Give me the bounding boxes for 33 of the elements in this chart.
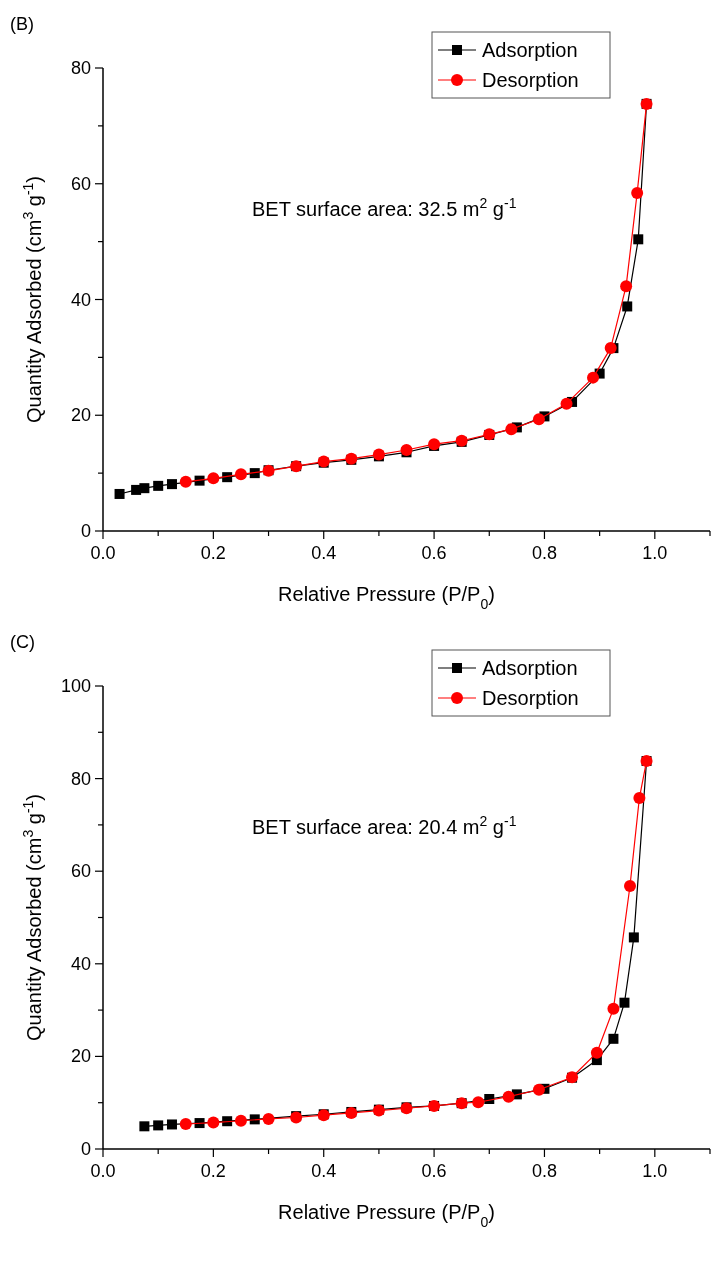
x-tick-label: 0.0: [90, 1161, 116, 1181]
y-tick-label: 60: [70, 173, 91, 194]
y-tick-label: 0: [80, 1139, 91, 1159]
x-tick-label: 0.6: [421, 1161, 447, 1181]
x-tick-label: 1.0: [642, 543, 668, 563]
chart-title: (B): [10, 14, 34, 34]
y-tick-label: 40: [70, 953, 91, 974]
chart-title: (C): [10, 632, 35, 652]
x-tick-label: 0.0: [90, 543, 116, 563]
x-tick-label: 1.0: [642, 1161, 668, 1181]
y-tick-label: 40: [70, 289, 91, 310]
x-axis-title: Relative Pressure (P/P$_{0}$): [278, 1201, 495, 1230]
y-tick-label: 80: [70, 768, 91, 789]
x-axis-title: Relative Pressure (P/P$_{0}$): [278, 583, 495, 612]
legend-label: Desorption: [482, 687, 579, 709]
y-tick-label: 60: [70, 861, 91, 882]
y-tick-label: 80: [70, 58, 91, 78]
x-tick-label: 0.6: [421, 543, 447, 563]
y-tick-label: 20: [70, 1046, 91, 1067]
y-tick-label: 100: [60, 676, 91, 696]
x-tick-label: 0.2: [200, 1161, 226, 1181]
x-tick-label: 0.4: [311, 543, 337, 563]
x-tick-label: 0.8: [531, 543, 557, 563]
annotation: BET surface area: 20.4 m$^{2}$ g$^{-1}$: [251, 813, 517, 839]
legend-label: Adsorption: [482, 39, 578, 61]
legend-label: Adsorption: [482, 657, 578, 679]
y-tick-label: 20: [70, 405, 91, 426]
y-tick-label: 0: [80, 521, 91, 541]
x-tick-label: 0.4: [311, 1161, 337, 1181]
x-tick-label: 0.8: [531, 1161, 557, 1181]
legend-label: Desorption: [482, 69, 579, 91]
annotation: BET surface area: 32.5 m$^{2}$ g$^{-1}$: [251, 195, 517, 221]
x-tick-label: 0.2: [200, 543, 226, 563]
